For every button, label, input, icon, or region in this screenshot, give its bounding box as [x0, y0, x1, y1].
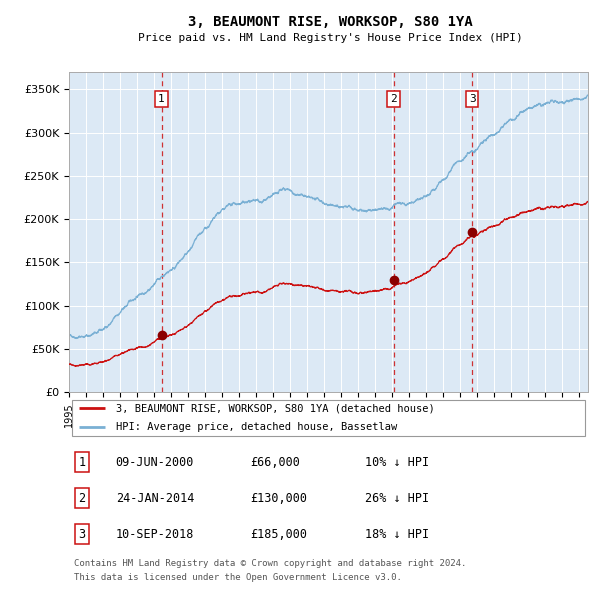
Text: 09-JUN-2000: 09-JUN-2000: [116, 455, 194, 468]
Text: 2: 2: [79, 491, 86, 504]
Text: Price paid vs. HM Land Registry's House Price Index (HPI): Price paid vs. HM Land Registry's House …: [137, 34, 523, 43]
Text: 3: 3: [79, 527, 86, 540]
Text: 10% ↓ HPI: 10% ↓ HPI: [365, 455, 429, 468]
Text: Contains HM Land Registry data © Crown copyright and database right 2024.: Contains HM Land Registry data © Crown c…: [74, 559, 467, 568]
Text: £66,000: £66,000: [251, 455, 301, 468]
Text: 24-JAN-2014: 24-JAN-2014: [116, 491, 194, 504]
Text: 10-SEP-2018: 10-SEP-2018: [116, 527, 194, 540]
Text: 18% ↓ HPI: 18% ↓ HPI: [365, 527, 429, 540]
Text: 3, BEAUMONT RISE, WORKSOP, S80 1YA (detached house): 3, BEAUMONT RISE, WORKSOP, S80 1YA (deta…: [116, 404, 434, 414]
Text: This data is licensed under the Open Government Licence v3.0.: This data is licensed under the Open Gov…: [74, 573, 402, 582]
Text: 3: 3: [469, 94, 475, 104]
Text: £130,000: £130,000: [251, 491, 308, 504]
Text: £185,000: £185,000: [251, 527, 308, 540]
FancyBboxPatch shape: [71, 399, 586, 436]
Text: 3, BEAUMONT RISE, WORKSOP, S80 1YA: 3, BEAUMONT RISE, WORKSOP, S80 1YA: [188, 15, 472, 30]
Text: HPI: Average price, detached house, Bassetlaw: HPI: Average price, detached house, Bass…: [116, 422, 397, 432]
Text: 1: 1: [158, 94, 165, 104]
Text: 1: 1: [79, 455, 86, 468]
Text: 2: 2: [390, 94, 397, 104]
Text: 26% ↓ HPI: 26% ↓ HPI: [365, 491, 429, 504]
